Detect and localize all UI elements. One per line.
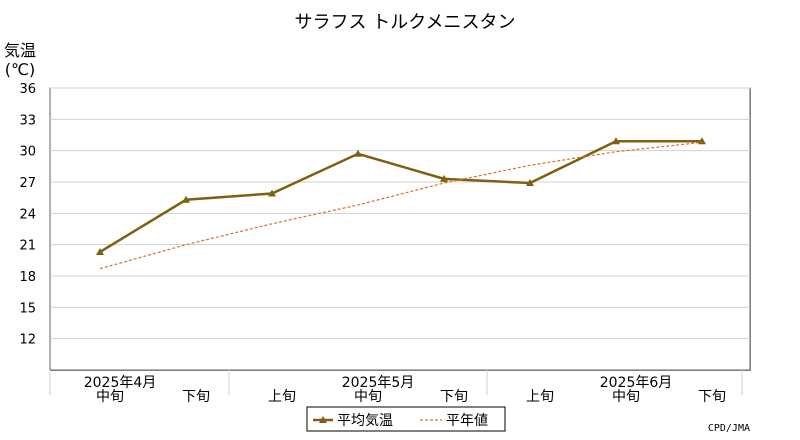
y-tick-label: 30 [19, 145, 36, 160]
x-month-label: 2025年4月 [84, 375, 157, 391]
y-tick-label: 12 [19, 333, 36, 348]
x-tick-label: 下旬 [440, 389, 468, 405]
x-tick-label: 下旬 [182, 389, 210, 405]
x-tick-label: 上旬 [268, 389, 296, 405]
x-month-label: 2025年6月 [600, 375, 673, 391]
data-point-marker [612, 137, 620, 145]
y-tick-label: 15 [19, 301, 36, 316]
legend: 平均気温 平年値 [306, 406, 506, 432]
actual-series-line [99, 140, 702, 254]
x-tick-label: 上旬 [526, 389, 554, 405]
data-point-marker [526, 179, 534, 187]
plot-area [49, 87, 751, 371]
data-point-marker [354, 149, 362, 157]
data-point-marker [698, 137, 706, 145]
data-point-marker [96, 247, 104, 255]
x-tick-label: 下旬 [698, 389, 726, 405]
legend-normal-label: 平年値 [446, 413, 488, 429]
legend-actual-label: 平均気温 [337, 413, 393, 429]
legend-actual-marker [319, 416, 327, 423]
data-point-marker [440, 174, 448, 182]
y-tick-label: 18 [19, 270, 36, 285]
y-axis-unit: (℃) [5, 60, 35, 79]
y-tick-label: 21 [19, 239, 36, 254]
credit-label: CPD/JMA [708, 423, 750, 434]
y-tick-label: 36 [19, 82, 36, 97]
chart-title: サラフス トルクメニスタン [294, 12, 515, 33]
normal-series-line [99, 141, 703, 270]
x-tick-label: 中旬 [354, 389, 382, 405]
data-point-marker [182, 195, 190, 203]
y-tick-label: 24 [19, 207, 36, 222]
legend-box [306, 406, 506, 432]
x-month-label: 2025年5月 [342, 375, 415, 391]
x-tick-label: 中旬 [96, 389, 124, 405]
data-point-marker [268, 189, 276, 197]
x-tick-label: 中旬 [612, 389, 640, 405]
y-axis-label: 気温 [4, 41, 36, 60]
y-tick-label: 27 [19, 176, 36, 191]
y-tick-label: 33 [19, 113, 36, 128]
